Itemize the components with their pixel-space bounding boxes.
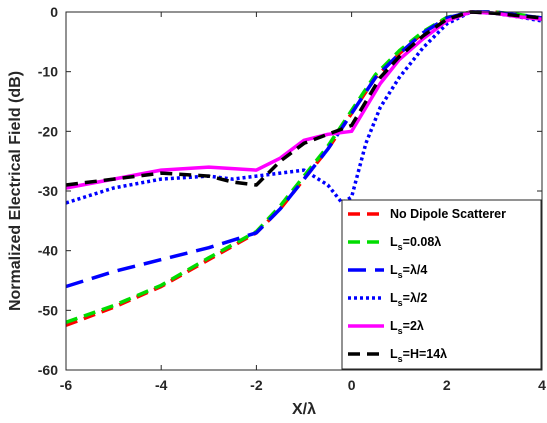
legend: No Dipole Scatterer Ls=0.08λ Ls=λ/4 Ls=λ/2 L… bbox=[341, 199, 542, 370]
y-tick-label: -50 bbox=[38, 302, 58, 318]
legend-label: No Dipole Scatterer bbox=[390, 207, 506, 221]
x-axis-title: X/λ bbox=[292, 401, 316, 418]
y-tick-label: -30 bbox=[38, 183, 58, 199]
x-tick-label: 0 bbox=[348, 377, 356, 393]
y-axis-title: Normalized Electrical Field (dB) bbox=[7, 71, 24, 311]
legend-label: Ls=2λ bbox=[390, 319, 424, 336]
y-tick-label: -20 bbox=[38, 123, 58, 139]
y-tick-label: 0 bbox=[50, 4, 58, 20]
x-tick-label: 4 bbox=[538, 377, 546, 393]
legend-label: Ls=H=14λ bbox=[390, 347, 447, 364]
x-tick-label: -4 bbox=[155, 377, 168, 393]
x-tick-label: -6 bbox=[60, 377, 73, 393]
x-tick-label: 2 bbox=[443, 377, 451, 393]
legend-label: Ls=0.08λ bbox=[390, 235, 441, 252]
y-tick-label: -60 bbox=[38, 362, 58, 378]
legend-label: Ls=λ/4 bbox=[390, 263, 427, 280]
legend-label: Ls=λ/2 bbox=[390, 291, 427, 308]
x-tick-label: -2 bbox=[250, 377, 263, 393]
legend-box bbox=[341, 199, 542, 370]
y-tick-label: -40 bbox=[38, 243, 58, 259]
y-tick-label: -10 bbox=[38, 64, 58, 80]
